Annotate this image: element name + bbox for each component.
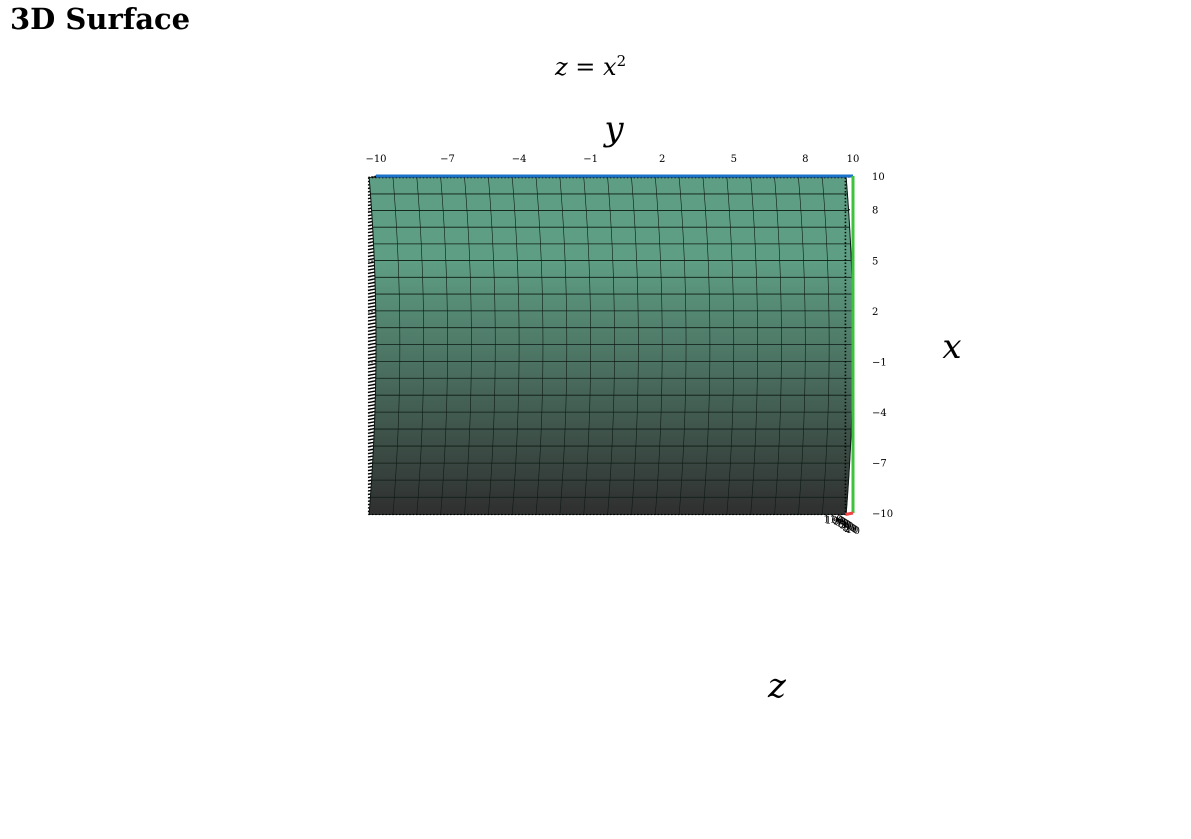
mesh-column [798,177,806,515]
x-tick-label: −1 [872,357,887,368]
mesh-column [655,177,663,515]
z-tick-label: 100 [825,515,844,526]
formula-base: x [603,53,617,81]
x-axis-label: x [942,327,961,367]
mesh-column [678,177,687,515]
z-tick-label: 0 [854,526,860,537]
z-tick-label: 50 [839,521,852,532]
mesh-column [488,177,496,515]
z-tick-label: 40 [841,522,854,533]
z-tick-label: 60 [838,520,851,531]
z-tick-label: 30 [843,523,856,534]
mesh-column [535,177,544,515]
z-tick-label: 90 [833,516,846,527]
y-tick-label: −7 [440,154,455,165]
y-tick-label: 5 [731,154,737,165]
y-tick-label: 10 [847,154,860,165]
formula-exponent: 2 [616,52,627,70]
y-tick-label: −10 [365,154,386,165]
mesh-column [702,177,711,515]
z-tick-label: 110 [823,514,842,525]
tick-labels: −10 −7 −4 −1 2 5 8 1010852−1−4−7−10010203040506… [365,154,893,537]
chart-title-formula: z = x2 [555,52,626,81]
axes [376,174,855,516]
grid-left-depth [368,360,377,364]
z-axis-line [845,511,854,516]
x-tick-label: 5 [872,256,878,267]
mesh-column [392,177,401,515]
y-tick-label: 2 [659,154,665,165]
page-title: 3D Surface [10,2,191,36]
mesh-column [511,177,520,515]
mesh-column [583,177,591,515]
axis-labels: y x z [602,109,961,706]
formula-lhs: z [555,53,568,81]
surface-edge-left [368,177,377,515]
x-tick-label: 10 [872,172,885,183]
z-tick-label: 80 [835,517,848,528]
mesh-column [726,177,735,515]
mesh-column [559,177,568,515]
mesh-column [631,177,639,515]
formula-equals: = [575,53,596,81]
z-tick-label: 10 [846,525,859,536]
z-axis-label: z [767,666,787,706]
y-tick-label: 8 [802,154,808,165]
x-tick-label: −7 [872,458,887,469]
y-axis-label: y [602,109,624,149]
x-tick-label: 8 [872,206,878,217]
x-tick-label: −4 [872,408,887,419]
x-tick-label: −10 [872,509,893,520]
mesh-column [821,177,830,515]
mesh-column [607,177,615,515]
mesh-column [750,177,758,515]
surface-mesh [368,176,854,515]
mesh-column [774,177,782,515]
y-tick-label: −4 [512,154,527,165]
y-tick-label: −1 [583,154,598,165]
mesh-column [416,177,425,515]
z-tick-label: 70 [836,519,849,530]
mesh-column [464,177,472,515]
x-tick-label: 2 [872,307,878,318]
grid-left-depth [368,310,377,313]
z-tick-label: 20 [844,524,857,535]
mesh-column [440,177,448,515]
